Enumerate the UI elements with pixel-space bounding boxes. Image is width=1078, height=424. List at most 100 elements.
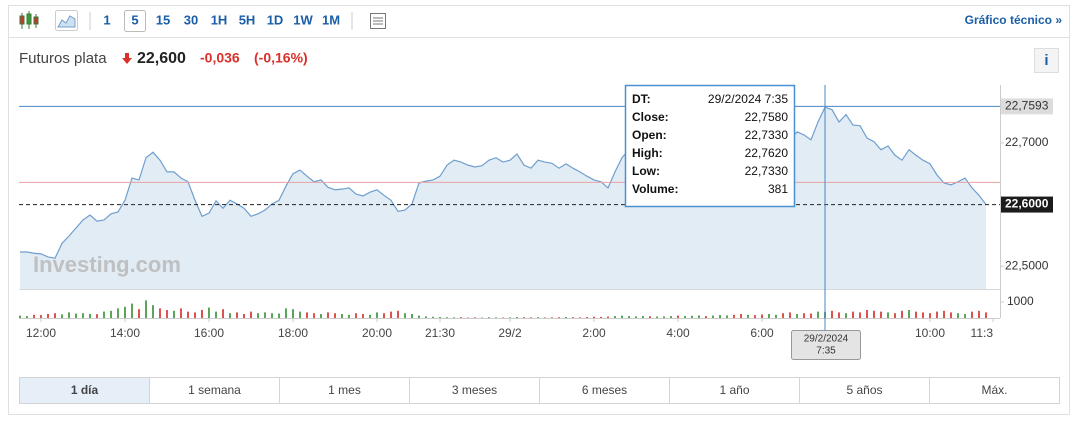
tooltip-value: 22,7330: [745, 164, 789, 178]
volume-bar: [950, 312, 952, 318]
interval-button[interactable]: 1: [103, 12, 110, 27]
volume-bar: [978, 310, 980, 318]
tooltip-label: Volume:: [632, 182, 678, 196]
interval-button[interactable]: 1D: [267, 12, 284, 27]
volume-bar: [488, 317, 490, 318]
volume-bar: [922, 312, 924, 318]
volume-bar: [817, 311, 819, 318]
volume-bar: [887, 312, 889, 318]
volume-bar: [159, 308, 161, 318]
interval-button[interactable]: 1W: [293, 12, 313, 27]
watermark: Investing.com: [33, 252, 181, 277]
volume-bar: [208, 307, 210, 318]
volume-bar: [873, 310, 875, 318]
volume-bar: [250, 311, 252, 318]
volume-bar: [621, 315, 623, 318]
range-tab-label[interactable]: 1 año: [719, 383, 749, 397]
volume-bar: [537, 317, 539, 318]
volume-bar: [131, 303, 133, 318]
price: 22,600: [137, 50, 186, 67]
range-tab[interactable]: [539, 377, 670, 404]
range-tab[interactable]: [279, 377, 410, 404]
volume-bar: [446, 317, 448, 318]
range-tab-label[interactable]: 3 meses: [452, 383, 497, 397]
volume-bar: [460, 317, 462, 318]
range-tab-label[interactable]: Máx.: [981, 383, 1007, 397]
volume-bar: [971, 311, 973, 318]
volume-bar: [635, 316, 637, 318]
interval-button[interactable]: 30: [184, 12, 198, 27]
range-tab-label[interactable]: 6 meses: [582, 383, 627, 397]
volume-bar: [852, 311, 854, 318]
candle-icon[interactable]: [19, 11, 39, 29]
volume-bar: [82, 313, 84, 318]
volume-bar: [964, 314, 966, 318]
volume-bar: [145, 300, 147, 318]
volume-bar: [264, 312, 266, 318]
icon-area: [57, 15, 76, 28]
range-tab[interactable]: [929, 377, 1060, 404]
volume-bar: [761, 314, 763, 318]
volume-bar: [47, 314, 49, 318]
volume-bar: [201, 310, 203, 318]
tooltip-value: 22,7620: [745, 146, 789, 160]
volume-bar: [124, 306, 126, 318]
volume-bar: [110, 310, 112, 318]
interval-button[interactable]: 5: [131, 12, 138, 27]
volume-bar: [474, 317, 476, 318]
info-button[interactable]: [1034, 48, 1059, 73]
area-icon[interactable]: [55, 10, 78, 31]
table-icon[interactable]: [370, 13, 386, 29]
x-tick-label: 18:00: [278, 326, 308, 340]
volume-bar: [33, 314, 35, 318]
volume-bar: [656, 316, 658, 318]
last-price-tag: [1001, 196, 1053, 213]
volume-bar: [670, 316, 672, 318]
volume-bar: [327, 312, 329, 318]
volume-bar: [530, 317, 532, 318]
volume-bar: [607, 316, 609, 318]
volume-bar: [180, 308, 182, 318]
volume-bar: [229, 313, 231, 318]
volume-bar: [75, 313, 77, 318]
range-tab[interactable]: [19, 377, 150, 404]
volume-bar: [404, 313, 406, 318]
interval-button[interactable]: 5H: [239, 12, 256, 27]
tooltip-box: [624, 84, 796, 208]
volume-bar: [313, 313, 315, 318]
x-tick-label: 4:00: [666, 326, 690, 340]
volume-bar: [663, 316, 665, 318]
volume-bar: [929, 313, 931, 318]
range-tab-label[interactable]: 1 mes: [328, 383, 361, 397]
x-tick-label: 2:00: [582, 326, 606, 340]
volume-bar: [565, 317, 567, 318]
x-tick-label: 14:00: [110, 326, 140, 340]
x-tick-label: 6:00: [750, 326, 774, 340]
volume-bar: [859, 312, 861, 318]
volume-bar: [901, 310, 903, 318]
range-tab[interactable]: [799, 377, 930, 404]
range-tab-label[interactable]: 5 años: [846, 383, 882, 397]
range-tab[interactable]: [409, 377, 540, 404]
instrument-name: Futuros plata: [19, 50, 107, 67]
volume-bar: [726, 315, 728, 318]
x-tick-label: 21:30: [425, 326, 455, 340]
volume-bar: [138, 309, 140, 318]
range-tab-label[interactable]: 1 día: [71, 383, 99, 397]
technical-chart-link[interactable]: Gráfico técnico »: [965, 13, 1063, 27]
volume-bar: [173, 310, 175, 318]
last-price-label: 22,6000: [1005, 197, 1049, 211]
interval-button[interactable]: 1H: [211, 12, 228, 27]
volume-bar: [614, 316, 616, 318]
volume-bar: [810, 313, 812, 318]
interval-button[interactable]: 15: [156, 12, 170, 27]
range-tab[interactable]: [149, 377, 280, 404]
volume-bar: [236, 312, 238, 318]
volume-bar: [796, 314, 798, 318]
volume-bar: [593, 316, 595, 318]
range-tab-label[interactable]: 1 semana: [188, 383, 241, 397]
volume-bar: [320, 314, 322, 318]
interval-button[interactable]: 1M: [322, 12, 340, 27]
range-tab[interactable]: [669, 377, 800, 404]
